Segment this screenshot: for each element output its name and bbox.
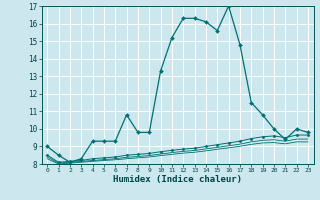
X-axis label: Humidex (Indice chaleur): Humidex (Indice chaleur) — [113, 175, 242, 184]
